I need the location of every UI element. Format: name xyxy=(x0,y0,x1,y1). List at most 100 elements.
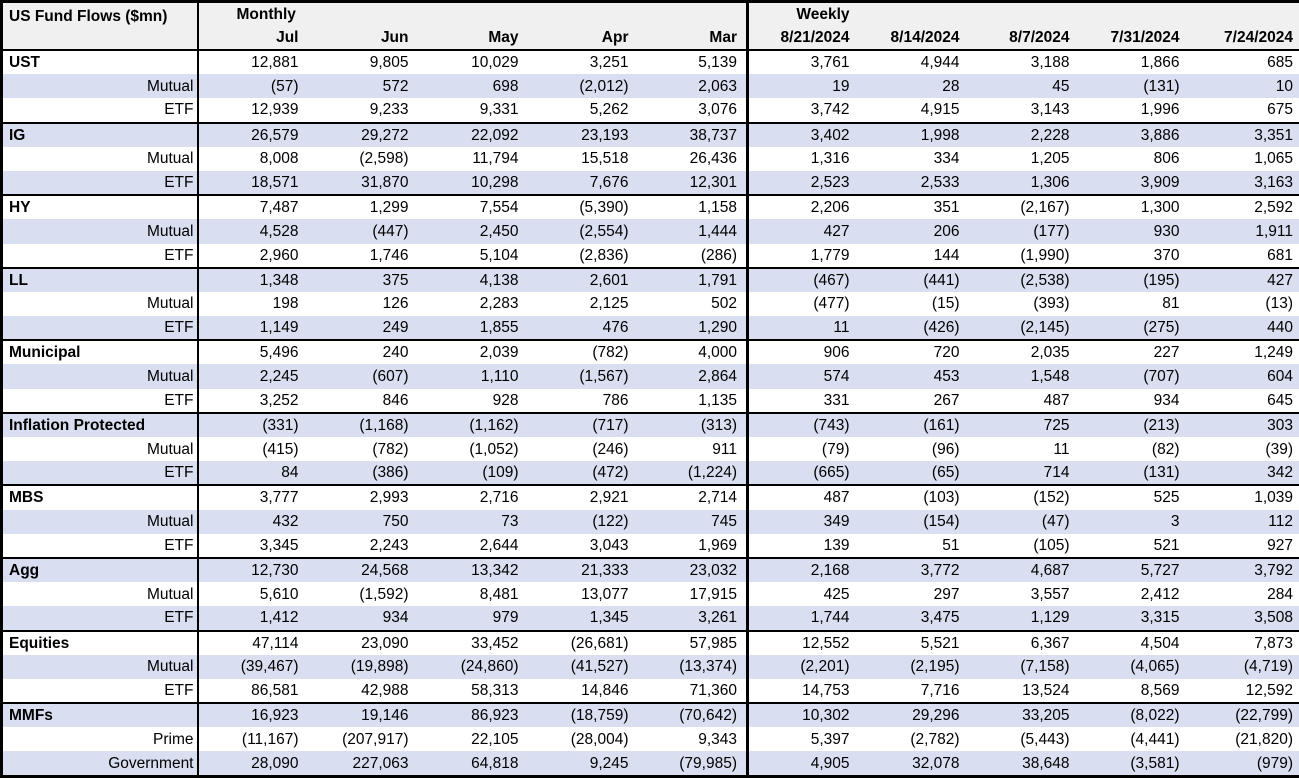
value-cell: (152) xyxy=(968,484,1079,510)
table-row: LL 1,348 375 4,138 2,601 1,791 (467) (441) (2,53… xyxy=(1,266,1299,292)
table-row: Mutual (57) 572 698 (2,012) 2,063 19 28 45 (131) 1… xyxy=(1,74,1299,99)
value-cell: 476 xyxy=(527,316,638,341)
value-cell: 3,792 xyxy=(1188,556,1299,583)
value-cell: 2,921 xyxy=(527,484,638,510)
col-header-week-1: 8/21/2024 xyxy=(746,26,859,51)
value-cell: 45 xyxy=(968,74,1079,99)
value-cell: (5,443) xyxy=(1020,730,1070,748)
value-cell: (782) xyxy=(527,339,638,365)
value-cell: 927 xyxy=(1267,536,1293,554)
value-cell: 10,302 xyxy=(746,702,859,728)
value-cell: (4,065) xyxy=(1078,654,1189,679)
value-cell: 11 xyxy=(746,316,859,341)
value-cell: (161) xyxy=(858,411,969,437)
value-cell: 10 xyxy=(1188,74,1299,99)
value-cell: 31,870 xyxy=(307,170,418,196)
sub-label: Mutual xyxy=(1,74,199,99)
value-cell: 911 xyxy=(712,440,737,458)
col-header-jun: Jun xyxy=(307,26,418,51)
value-cell: 2,714 xyxy=(637,484,748,510)
value-cell: (426) xyxy=(858,316,969,341)
value-cell: 9,331 xyxy=(479,101,519,119)
table-row: UST 12,881 9,805 10,029 3,251 5,139 3,761 4,944… xyxy=(1,48,1299,75)
value-cell: (665) xyxy=(746,461,859,486)
value-cell: 13,077 xyxy=(581,585,629,603)
value-cell: 3 xyxy=(1078,509,1189,534)
value-cell: (393) xyxy=(1033,295,1070,313)
value-cell: 28 xyxy=(858,74,969,99)
value-cell: 1,746 xyxy=(369,246,409,264)
value-cell: 2,644 xyxy=(479,536,519,554)
value-cell: 267 xyxy=(933,391,960,409)
value-cell: (386) xyxy=(307,461,418,486)
value-cell: 1,412 xyxy=(197,606,308,631)
category-label: UST xyxy=(1,48,199,75)
value-cell: 12,592 xyxy=(1245,681,1293,699)
value-cell: 18,571 xyxy=(197,170,308,196)
section-label-weekly: Weekly xyxy=(746,1,859,26)
value-cell: 645 xyxy=(1267,391,1293,409)
value-cell: (96) xyxy=(931,440,960,458)
value-cell: (246) xyxy=(592,440,629,458)
value-cell: 3,252 xyxy=(259,391,299,409)
table-row: ETF 1,149 249 1,855 476 1,290 11 (426) (2,145) (2… xyxy=(1,316,1299,341)
table-row: ETF 1,412 934 979 1,345 3,261 1,744 3,475 1,129 3… xyxy=(1,606,1299,631)
value-cell: 440 xyxy=(1188,316,1299,341)
sub-label: ETF xyxy=(1,606,199,631)
value-cell: 26,436 xyxy=(689,150,737,168)
value-cell: (467) xyxy=(746,266,859,292)
value-cell: 227 xyxy=(1078,339,1189,365)
value-cell: 3,143 xyxy=(1030,101,1070,119)
value-cell: (441) xyxy=(858,266,969,292)
fund-flows-table-body: UST 12,881 9,805 10,029 3,251 5,139 3,761 4,944… xyxy=(1,48,1299,777)
value-cell: 3,772 xyxy=(858,556,969,583)
value-cell: 86,581 xyxy=(251,681,299,699)
value-cell: 2,035 xyxy=(968,339,1079,365)
value-cell: 2,450 xyxy=(417,219,528,244)
value-cell: 5,262 xyxy=(589,101,629,119)
value-cell: (3,581) xyxy=(1078,751,1189,777)
value-cell: (2,554) xyxy=(527,219,638,244)
value-cell: 8,569 xyxy=(1140,681,1180,699)
table-row: ETF 3,252 846 928 786 1,135 331 267 487 934 645 xyxy=(1,388,1299,413)
value-cell: 1,345 xyxy=(527,606,638,631)
value-cell: 58,313 xyxy=(471,681,519,699)
category-label: Inflation Protected xyxy=(1,411,199,437)
value-cell: 714 xyxy=(968,461,1079,486)
value-cell: 284 xyxy=(1267,585,1293,603)
value-cell: (79,985) xyxy=(637,751,748,777)
header-spacer xyxy=(637,1,748,26)
value-cell: (131) xyxy=(1078,74,1189,99)
value-cell: 42,988 xyxy=(361,681,409,699)
value-cell: (21,820) xyxy=(1235,730,1293,748)
value-cell: 4,944 xyxy=(858,48,969,75)
value-cell: (18,759) xyxy=(527,702,638,728)
value-cell: (2,195) xyxy=(858,654,969,679)
value-cell: 427 xyxy=(1188,266,1299,292)
table-header: US Fund Flows ($mn) Monthly Weekly Jul J… xyxy=(1,1,1299,51)
value-cell: 604 xyxy=(1188,364,1299,389)
value-cell: 1,444 xyxy=(637,219,748,244)
value-cell: 12,881 xyxy=(197,48,308,75)
table-row: ETF 12,939 9,233 9,331 5,262 3,076 3,742 4,915 3… xyxy=(1,98,1299,123)
value-cell: 3,557 xyxy=(1030,585,1070,603)
table-row: IG 26,579 29,272 22,092 23,193 38,737 3,402 1,9… xyxy=(1,121,1299,147)
value-cell: 331 xyxy=(746,388,859,413)
value-cell: 112 xyxy=(1188,509,1299,534)
category-label: HY xyxy=(1,194,199,220)
value-cell: (782) xyxy=(372,440,409,458)
table-row: MMFs 16,923 19,146 86,923 (18,759) (70,642) 10… xyxy=(1,702,1299,728)
value-cell: (70,642) xyxy=(637,702,748,728)
value-cell: 521 xyxy=(1153,536,1180,554)
value-cell: 7,873 xyxy=(1188,629,1299,655)
sub-label: Mutual xyxy=(1,654,199,679)
value-cell: 2,243 xyxy=(369,536,409,554)
value-cell: 21,333 xyxy=(527,556,638,583)
sub-label: Mutual xyxy=(1,146,199,171)
value-cell: (28,004) xyxy=(570,730,629,748)
col-header-week-3: 8/7/2024 xyxy=(968,26,1079,51)
value-cell: (122) xyxy=(527,509,638,534)
value-cell: 1,249 xyxy=(1188,339,1299,365)
header-spacer xyxy=(858,1,969,26)
